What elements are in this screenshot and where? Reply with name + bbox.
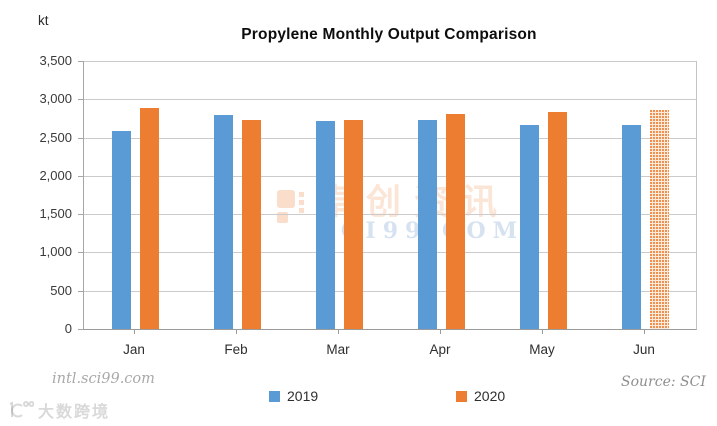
legend-item-2019: 2019 [269, 388, 318, 404]
bar-2020-jan [139, 107, 159, 329]
chart-title: Propylene Monthly Output Comparison [241, 26, 537, 43]
gridline [84, 99, 696, 100]
bar-2020-jun [649, 109, 669, 329]
y-tick-label: 0 [64, 321, 72, 336]
x-tick-label-apr: Apr [429, 342, 451, 357]
plot-area [83, 61, 697, 330]
gridline [84, 138, 696, 139]
x-tick-label-mar: Mar [326, 342, 350, 357]
y-tick-label: 2,000 [39, 167, 72, 183]
site-watermark: intl.sci99.com [52, 371, 155, 387]
x-tick-label-may: May [529, 342, 555, 357]
category-group-jan [84, 61, 186, 329]
bar-2020-feb [241, 119, 261, 329]
x-tick-mark [338, 330, 339, 334]
x-tick-label-jan: Jan [123, 342, 145, 357]
x-tick-mark [236, 330, 237, 334]
source-label: Source: SCI [621, 374, 706, 390]
legend-label-2020: 2020 [474, 388, 506, 404]
legend-swatch-2019 [269, 390, 280, 402]
y-tick-mark [78, 99, 83, 100]
bottom-left-watermark: 大数跨境 [6, 398, 110, 422]
bottom-left-watermark-text: 大数跨境 [38, 404, 111, 421]
category-group-mar [288, 61, 390, 329]
bar-2019-apr [417, 120, 437, 329]
gridline [84, 214, 696, 215]
y-tick-mark [78, 61, 83, 62]
bar-2019-mar [315, 120, 335, 329]
y-tick-label: 3,000 [39, 91, 72, 107]
y-tick-mark [78, 214, 83, 215]
y-tick-label: 1,000 [39, 244, 72, 260]
bar-2020-mar [343, 120, 363, 329]
y-axis-unit-label: kt [38, 13, 49, 28]
y-tick-label: 1,500 [39, 206, 72, 222]
category-group-feb [186, 61, 288, 329]
legend-swatch-2020 [456, 390, 467, 402]
dashu-logo-icon [9, 401, 34, 418]
y-tick-label: 3,500 [39, 53, 72, 68]
bar-2019-feb [213, 115, 233, 329]
legend-item-2020: 2020 [456, 388, 505, 404]
y-tick-mark [78, 176, 83, 177]
bar-2019-may [519, 124, 539, 329]
bar-2019-jun [621, 125, 641, 329]
bar-2020-may [547, 111, 567, 329]
y-tick-mark [78, 291, 83, 292]
y-tick-mark [78, 138, 83, 139]
x-axis-labels: Jan Feb Mar Apr May Jun [83, 342, 695, 357]
category-group-jun [594, 61, 696, 329]
y-tick-mark [78, 252, 83, 253]
x-tick-mark [542, 330, 543, 334]
bar-2019-jan [111, 131, 131, 329]
bar-2020-apr [445, 113, 465, 329]
legend-label-2019: 2019 [287, 388, 319, 404]
gridline [84, 252, 696, 253]
x-tick-label-jun: Jun [633, 342, 655, 357]
gridline [84, 61, 696, 62]
y-tick-label: 500 [50, 282, 72, 298]
x-tick-mark [440, 330, 441, 334]
gridline [84, 291, 696, 292]
category-group-apr [390, 61, 492, 329]
y-tick-label: 2,500 [39, 129, 72, 145]
category-group-may [492, 61, 594, 329]
x-tick-label-feb: Feb [224, 342, 248, 357]
gridline [84, 176, 696, 177]
bars-row [84, 61, 696, 329]
x-tick-mark [134, 330, 135, 334]
y-tick-mark [78, 329, 83, 330]
x-tick-mark [644, 330, 645, 334]
